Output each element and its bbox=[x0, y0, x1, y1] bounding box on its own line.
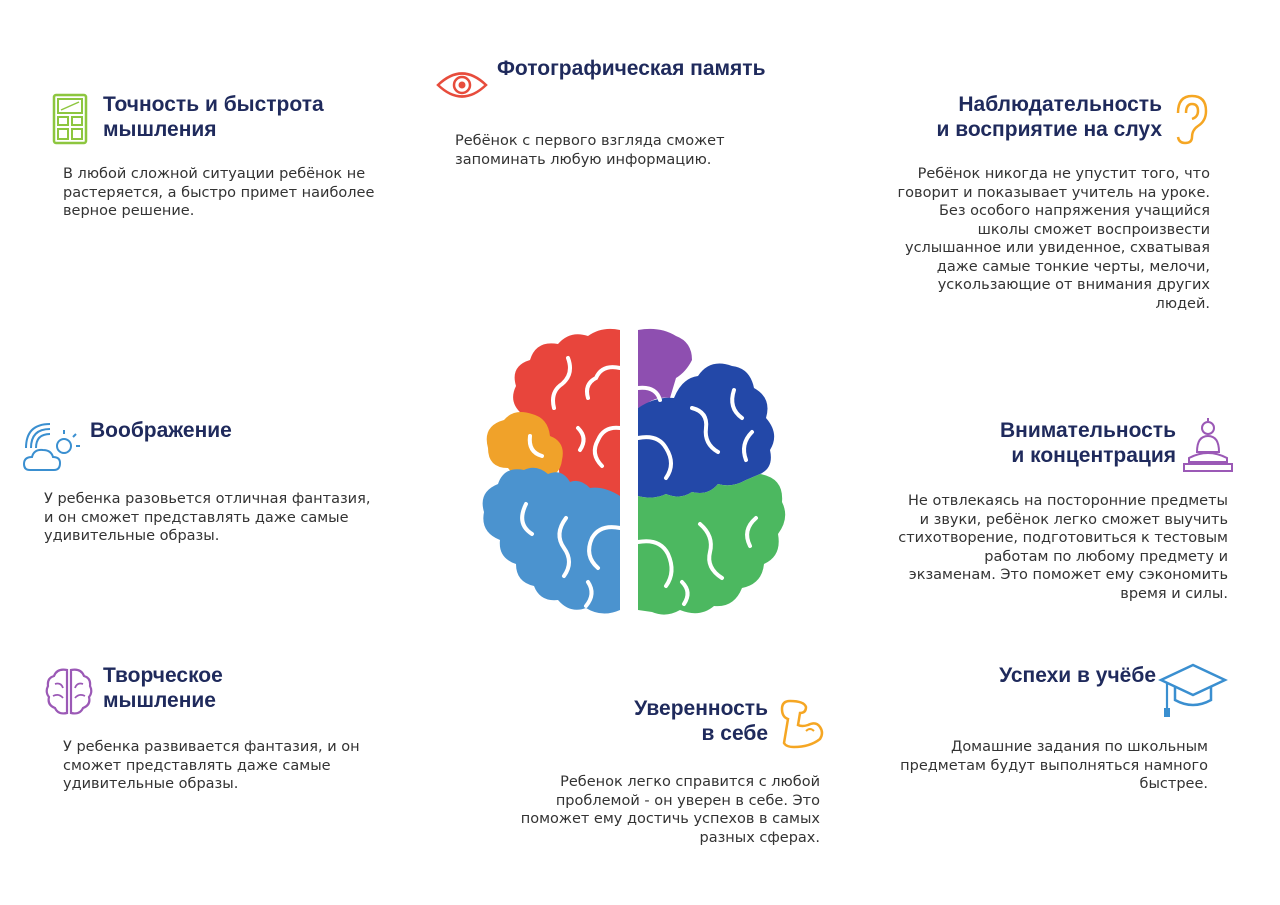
cloud-rainbow-icon bbox=[22, 418, 82, 474]
graduation-cap-icon bbox=[1158, 662, 1228, 720]
brain-outline-icon bbox=[45, 666, 93, 718]
muscle-arm-icon bbox=[776, 697, 826, 749]
observation-title: Наблюдательность и восприятие на слух bbox=[936, 93, 1162, 141]
imagination-text: У ребенка разовьется отличная фантазия, … bbox=[44, 491, 371, 544]
success-title: Успехи в учёбе bbox=[999, 664, 1156, 687]
photo-memory-title: Фотографическая память bbox=[497, 57, 766, 80]
brain-icon bbox=[470, 328, 790, 618]
imagination-title: Воображение bbox=[90, 419, 232, 442]
observation-text: Ребёнок никогда не упустит того, что гов… bbox=[897, 166, 1210, 312]
confidence-title: Уверенность в себе bbox=[634, 697, 768, 745]
accuracy-text: В любой сложной ситуации ребёнок не раст… bbox=[63, 166, 375, 219]
confidence-text: Ребенок легко справится с любой проблемо… bbox=[520, 774, 820, 846]
success-text: Домашние задания по школьным предметам б… bbox=[900, 739, 1208, 792]
ear-icon bbox=[1170, 93, 1210, 145]
buddha-icon bbox=[1181, 418, 1235, 474]
eye-icon bbox=[436, 68, 488, 102]
accuracy-title: Точность и быстрота мышления bbox=[103, 93, 324, 141]
calculator-icon bbox=[52, 93, 88, 145]
creative-text: У ребенка развивается фантазия, и он смо… bbox=[63, 739, 360, 792]
creative-title: Творческое мышление bbox=[103, 664, 223, 712]
attention-text: Не отвлекаясь на посторонние предметы и … bbox=[898, 493, 1228, 602]
attention-title: Внимательность и концентрация bbox=[999, 419, 1176, 467]
photo-memory-text: Ребёнок с первого взгляда сможет запомин… bbox=[455, 133, 725, 168]
